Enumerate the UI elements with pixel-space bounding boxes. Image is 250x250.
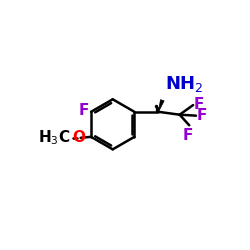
Text: F: F: [194, 96, 204, 112]
Text: H$_3$C: H$_3$C: [38, 128, 70, 147]
Text: F: F: [197, 108, 207, 123]
Text: F: F: [183, 128, 194, 142]
Text: O: O: [72, 130, 86, 145]
Text: F: F: [78, 103, 89, 118]
Polygon shape: [158, 100, 164, 112]
Text: NH$_2$: NH$_2$: [165, 74, 204, 94]
